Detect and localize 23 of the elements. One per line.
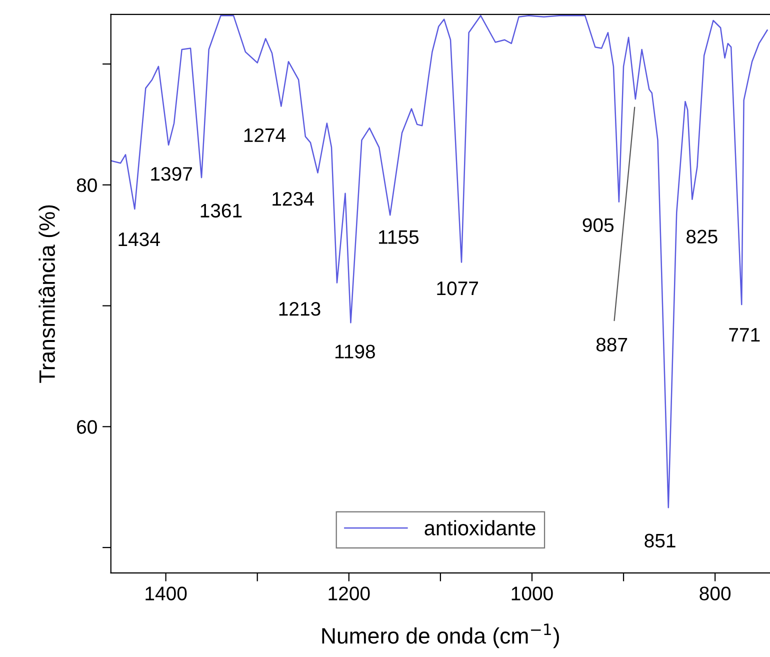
- x-axis-title: Numero de onda (cm$^{−1}$): [322, 624, 559, 648]
- annotation: 1155: [379, 230, 419, 244]
- legend-label: antioxidante: [424, 520, 536, 536]
- y-tick-label: 80: [76, 178, 97, 192]
- annotation: 825: [686, 230, 718, 244]
- annotation: 851: [644, 534, 676, 548]
- annotation: 887: [596, 338, 628, 352]
- annotation: 1198: [335, 344, 375, 358]
- annotation: 1397: [151, 167, 192, 181]
- x-tick-label: 1400: [146, 586, 187, 600]
- y-tick-label: 60: [77, 420, 97, 434]
- annotation: 771: [729, 328, 760, 342]
- annotation: 1434: [118, 232, 160, 246]
- annotation: 1213: [279, 302, 320, 316]
- x-tick-label: 1200: [328, 586, 370, 600]
- annotation: 905: [582, 218, 614, 232]
- y-axis-title: Transmitância (%): [38, 205, 60, 383]
- x-tick-label: 1000: [512, 586, 553, 600]
- annotation: 1361: [200, 204, 242, 218]
- annotation: 1234: [272, 192, 314, 206]
- x-tick-label: 800: [700, 586, 731, 600]
- annotation: 1274: [244, 128, 286, 142]
- annotation: 1077: [437, 281, 478, 296]
